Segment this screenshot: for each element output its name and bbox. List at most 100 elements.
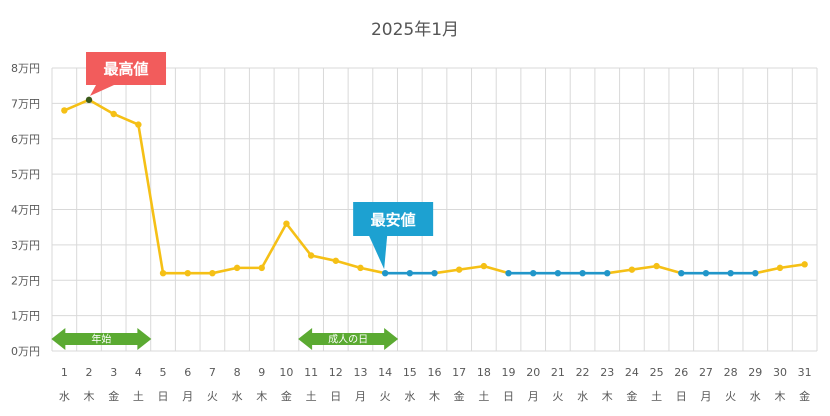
x-tick-weekday: 金 — [799, 389, 810, 403]
x-tick-day: 13 — [353, 366, 367, 379]
x-tick-day: 1 — [61, 366, 68, 379]
x-tick-day: 11 — [304, 366, 318, 379]
x-tick-day: 6 — [184, 366, 191, 379]
y-tick-label: 3万円 — [11, 239, 40, 252]
y-axis: 0万円 1万円 2万円 3万円 4万円 5万円 6万円 7万円 8万円 — [11, 62, 40, 358]
x-tick-weekday: 土 — [478, 390, 489, 403]
data-point — [209, 269, 216, 277]
price-series — [61, 96, 808, 277]
x-tick-weekday: 木 — [774, 390, 785, 403]
series-segment — [359, 266, 387, 275]
y-tick-label: 1万円 — [11, 310, 40, 323]
x-tick-day: 10 — [279, 366, 293, 379]
x-tick-weekday: 土 — [133, 390, 144, 403]
x-tick-weekday: 水 — [750, 390, 761, 403]
data-point — [184, 269, 191, 277]
data-point — [727, 269, 734, 277]
period-arrows: 年始 成人の日 — [51, 328, 399, 350]
x-tick-day: 17 — [452, 366, 466, 379]
x-tick-weekday: 月 — [528, 390, 539, 403]
x-tick-weekday: 水 — [404, 390, 415, 403]
x-tick-weekday: 金 — [108, 389, 119, 403]
x-tick-day: 15 — [403, 366, 417, 379]
y-tick-label: 0万円 — [11, 345, 40, 358]
x-tick-weekday: 木 — [429, 390, 440, 403]
data-point — [653, 262, 660, 270]
x-tick-weekday: 火 — [207, 390, 218, 403]
x-tick-day: 27 — [699, 366, 713, 379]
series-segment — [334, 259, 362, 270]
data-point — [431, 269, 438, 277]
x-tick-weekday: 日 — [158, 390, 169, 403]
x-axis: 1水2木3金4土5日6月7火8水9木10金11土12日13月14火15水16木1… — [59, 366, 812, 403]
x-tick-day: 7 — [209, 366, 216, 379]
x-tick-day: 22 — [576, 366, 590, 379]
data-point — [233, 264, 241, 272]
series-segment — [260, 222, 288, 270]
data-point — [406, 269, 414, 277]
y-tick-label: 8万円 — [11, 62, 40, 75]
x-tick-weekday: 日 — [503, 390, 514, 403]
period-arrow — [51, 328, 152, 350]
data-point — [332, 257, 339, 264]
data-point — [628, 266, 636, 273]
lowest-callout-box — [353, 202, 434, 236]
y-tick-label: 2万円 — [11, 274, 40, 287]
series-segment — [211, 266, 239, 275]
x-tick-day: 26 — [674, 366, 688, 379]
lowest-callout-pointer — [369, 236, 388, 270]
x-tick-weekday: 土 — [651, 390, 662, 403]
data-point — [480, 262, 488, 270]
data-point — [258, 264, 265, 272]
x-tick-day: 12 — [329, 366, 343, 379]
x-tick-weekday: 金 — [454, 389, 465, 403]
highest-callout-label: 最高値 — [104, 60, 149, 78]
x-tick-day: 14 — [378, 366, 392, 379]
series-segment — [630, 264, 658, 271]
series-segment — [605, 268, 634, 275]
data-point — [455, 266, 463, 273]
series-segment — [63, 98, 91, 112]
data-point — [135, 121, 142, 128]
x-tick-day: 8 — [234, 366, 241, 379]
series-segment — [457, 264, 486, 271]
x-tick-day: 25 — [650, 366, 664, 379]
data-point — [85, 96, 93, 104]
lowest-callout-label: 最安値 — [371, 211, 416, 229]
series-segment — [309, 254, 338, 263]
data-point — [776, 264, 784, 272]
x-tick-day: 18 — [477, 366, 491, 379]
x-tick-day: 23 — [600, 366, 614, 379]
x-tick-day: 31 — [798, 366, 812, 379]
x-tick-weekday: 月 — [182, 390, 193, 403]
x-tick-weekday: 水 — [232, 390, 243, 403]
x-tick-weekday: 金 — [281, 389, 292, 403]
data-point — [579, 269, 586, 277]
x-tick-weekday: 日 — [330, 390, 341, 403]
series-segment — [754, 266, 782, 275]
x-tick-weekday: 日 — [676, 390, 687, 403]
x-tick-weekday: 土 — [306, 390, 317, 403]
chart-title: 2025年1月 — [371, 20, 459, 40]
period-label: 成人の日 — [328, 334, 368, 346]
data-point — [554, 269, 562, 277]
x-tick-weekday: 木 — [602, 390, 613, 403]
data-point — [678, 269, 685, 277]
series-segment — [655, 264, 683, 275]
y-tick-label: 6万円 — [11, 133, 40, 146]
x-tick-day: 9 — [258, 366, 265, 379]
x-tick-day: 5 — [160, 366, 167, 379]
series-segment — [87, 98, 115, 116]
data-point — [110, 110, 117, 118]
data-point — [801, 261, 808, 268]
period-label: 年始 — [91, 333, 111, 346]
data-point — [283, 220, 290, 227]
data-point — [357, 264, 364, 272]
x-tick-weekday: 月 — [355, 390, 366, 403]
y-tick-label: 4万円 — [11, 204, 40, 217]
x-tick-day: 28 — [724, 366, 738, 379]
x-tick-weekday: 火 — [380, 390, 391, 403]
data-point — [752, 269, 759, 277]
